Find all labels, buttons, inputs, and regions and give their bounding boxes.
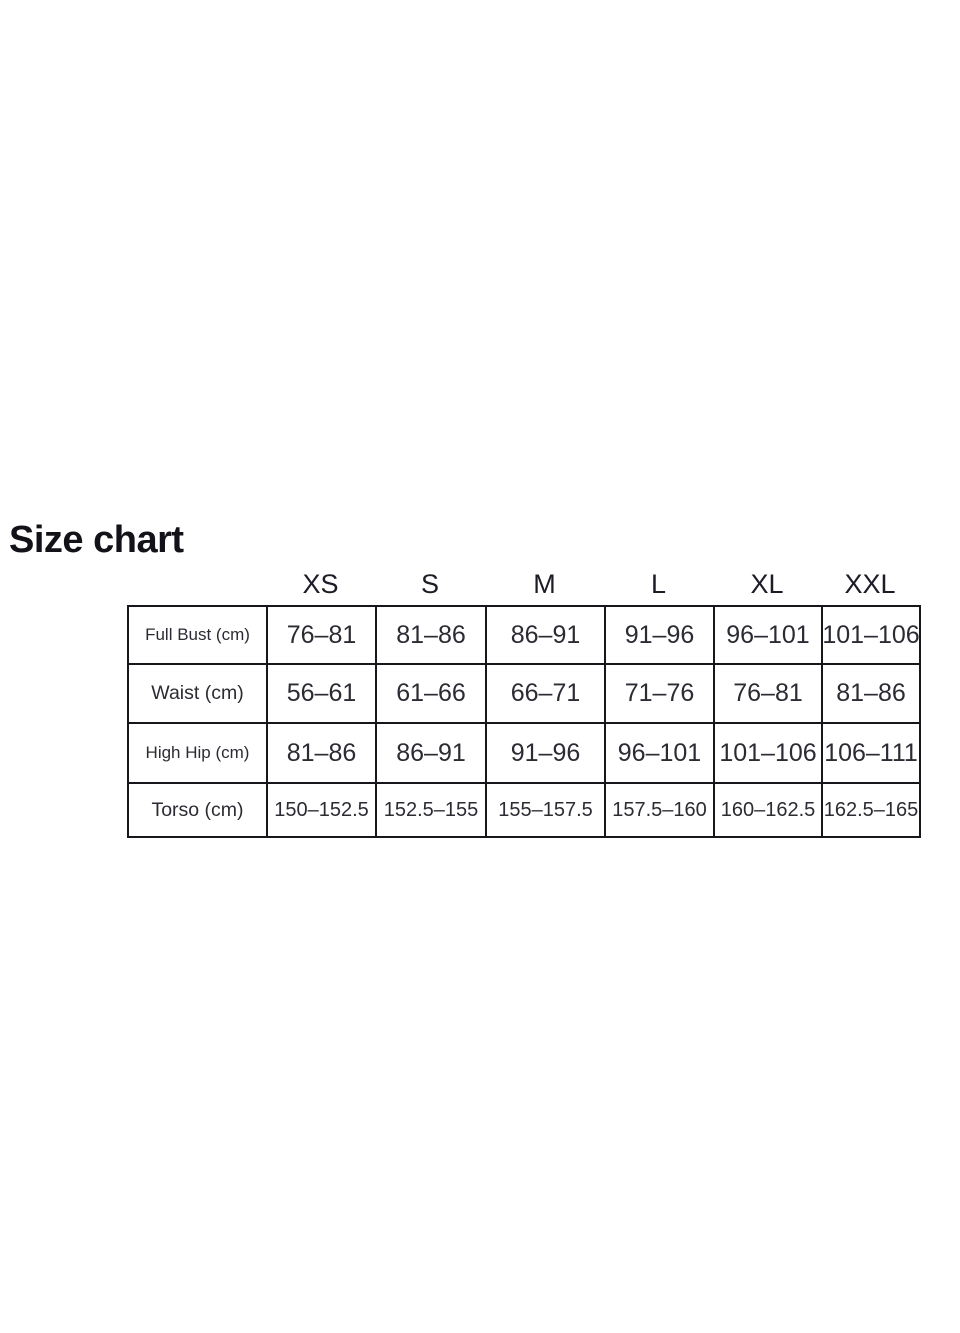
cell-full-bust-m: 86–91 <box>487 607 606 665</box>
cell-high-hip-m: 91–96 <box>487 724 606 784</box>
size-header-row: XS S M L XL XXL <box>127 561 921 605</box>
size-header-s: S <box>420 569 439 599</box>
cell-full-bust-xs: 76–81 <box>268 607 377 665</box>
size-header-m: M <box>533 569 556 599</box>
cell-torso-xxl: 162.5–165 <box>823 784 921 838</box>
cell-torso-l: 157.5–160 <box>606 784 715 838</box>
cell-high-hip-l: 96–101 <box>606 724 715 784</box>
cell-high-hip-s: 86–91 <box>377 724 487 784</box>
size-table: Full Bust (cm) 76–81 81–86 86–91 91–96 9… <box>127 605 921 838</box>
cell-high-hip-xl: 101–106 <box>715 724 823 784</box>
cell-waist-xxl: 81–86 <box>823 665 921 724</box>
cell-torso-xl: 160–162.5 <box>715 784 823 838</box>
cell-torso-xs: 150–152.5 <box>268 784 377 838</box>
cell-waist-m: 66–71 <box>487 665 606 724</box>
cell-high-hip-xs: 81–86 <box>268 724 377 784</box>
cell-torso-s: 152.5–155 <box>377 784 487 838</box>
size-header-xxl: XXL <box>844 569 896 599</box>
cell-full-bust-s: 81–86 <box>377 607 487 665</box>
cell-high-hip-xxl: 106–111 <box>823 724 921 784</box>
cell-waist-xl: 76–81 <box>715 665 823 724</box>
row-label-high-hip: High Hip (cm) <box>129 724 268 784</box>
row-label-full-bust: Full Bust (cm) <box>129 607 268 665</box>
cell-waist-s: 61–66 <box>377 665 487 724</box>
row-label-torso: Torso (cm) <box>129 784 268 838</box>
row-label-waist: Waist (cm) <box>129 665 268 724</box>
size-header-l: L <box>650 569 667 599</box>
cell-waist-l: 71–76 <box>606 665 715 724</box>
cell-torso-m: 155–157.5 <box>487 784 606 838</box>
cell-full-bust-xl: 96–101 <box>715 607 823 665</box>
cell-waist-xs: 56–61 <box>268 665 377 724</box>
size-chart: XS S M L XL XXL Full Bust (cm) 76–81 81–… <box>127 561 921 838</box>
size-header-xl: XL <box>750 569 784 599</box>
cell-full-bust-l: 91–96 <box>606 607 715 665</box>
cell-full-bust-xxl: 101–106 <box>823 607 921 665</box>
page-title: Size chart <box>9 519 184 561</box>
size-header-xs: XS <box>302 569 339 599</box>
